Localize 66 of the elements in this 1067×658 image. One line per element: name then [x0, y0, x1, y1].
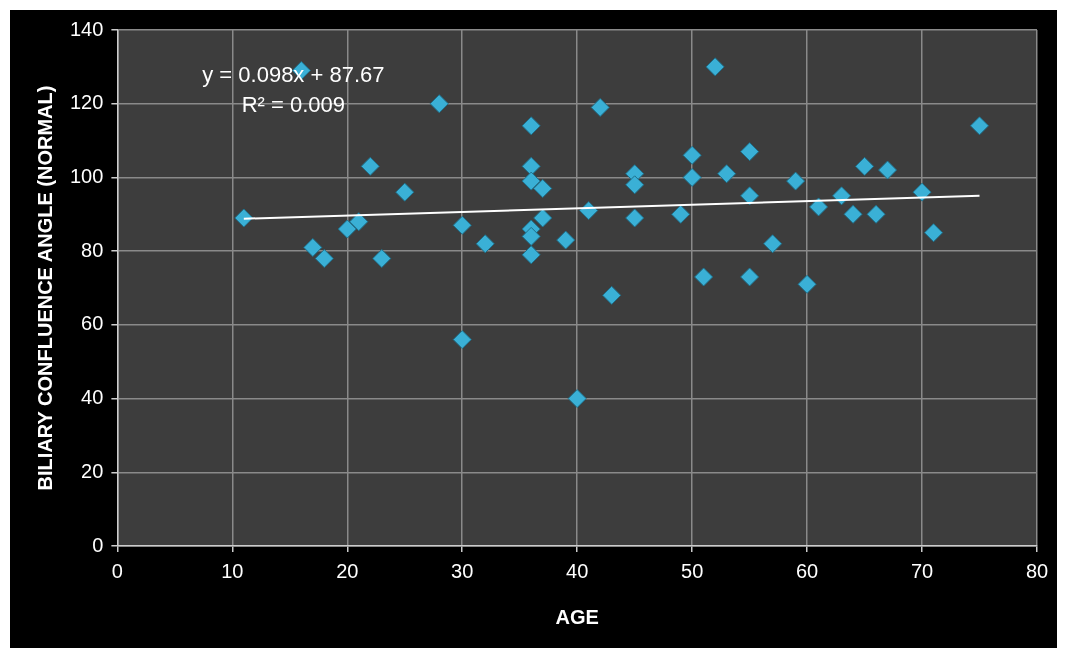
y-tick-label: 100 [69, 164, 104, 187]
x-tick-label: 20 [336, 559, 359, 582]
point [763, 234, 783, 254]
point [671, 204, 691, 224]
point [349, 212, 369, 232]
x-tick-label: 50 [681, 559, 704, 582]
y-tick-label: 40 [81, 386, 104, 409]
point [705, 57, 725, 77]
point [682, 145, 702, 165]
x-tick-label: 70 [910, 559, 934, 582]
point [970, 116, 990, 136]
y-tick-label: 80 [81, 238, 104, 261]
point [360, 156, 380, 176]
point [556, 230, 576, 250]
point [567, 389, 587, 409]
point [786, 171, 806, 191]
point [717, 164, 737, 184]
point [694, 267, 714, 287]
point [521, 245, 541, 265]
point [924, 223, 944, 243]
point [797, 274, 817, 294]
point [395, 182, 415, 202]
point [682, 167, 702, 187]
point [475, 234, 495, 254]
x-tick-label: 30 [451, 559, 474, 582]
point [533, 178, 553, 198]
point [866, 204, 886, 224]
point [372, 249, 392, 269]
point [625, 208, 645, 228]
x-tick-label: 80 [1025, 559, 1049, 582]
point [452, 215, 472, 235]
point [337, 219, 357, 239]
point [912, 182, 932, 202]
point [740, 142, 760, 162]
x-tick-label: 40 [566, 559, 589, 582]
x-tick-label: 0 [111, 559, 123, 582]
x-axis-title: AGE [555, 605, 599, 628]
point [625, 175, 645, 195]
point [234, 208, 254, 228]
point [740, 267, 760, 287]
y-tick-label: 20 [81, 459, 104, 482]
point [843, 204, 863, 224]
point [809, 197, 829, 217]
x-tick-label: 10 [221, 559, 244, 582]
y-tick-label: 120 [69, 91, 104, 114]
y-tick-label: 140 [69, 17, 104, 40]
point [602, 285, 622, 305]
point [314, 249, 334, 269]
y-tick-label: 60 [81, 312, 104, 335]
point [303, 237, 323, 257]
point [590, 97, 610, 117]
point [855, 156, 875, 176]
annotation: R² = 0.009 [241, 92, 346, 117]
annotation: y = 0.098x + 87.67 [202, 62, 385, 87]
point [452, 330, 472, 350]
point [521, 156, 541, 176]
x-tick-label: 60 [795, 559, 819, 582]
point [521, 226, 541, 246]
point [521, 171, 541, 191]
y-tick-label: 0 [92, 533, 104, 556]
point [429, 94, 449, 114]
point [740, 186, 760, 206]
point [533, 208, 553, 228]
point [521, 116, 541, 136]
point [878, 160, 898, 180]
y-axis-title: BILIARY CONFLUENCE ANGLE (NORMAL) [33, 85, 56, 491]
